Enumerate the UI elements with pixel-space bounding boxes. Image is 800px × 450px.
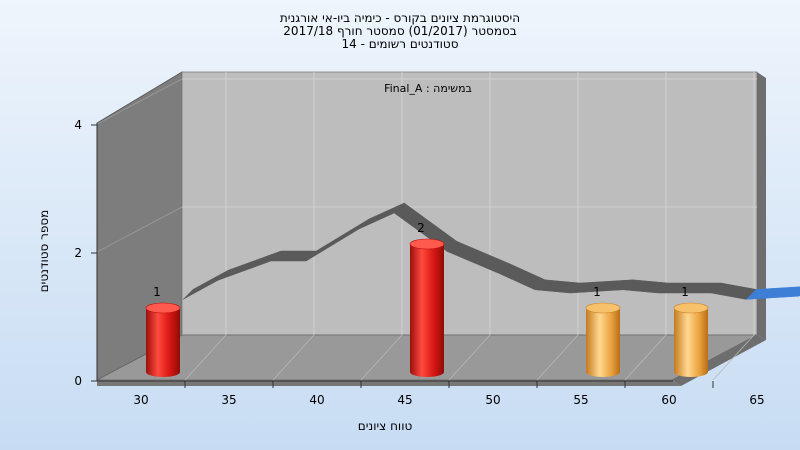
trend-segment-13 <box>745 286 800 300</box>
x-tick-labels: 303540455055606570758085 <box>133 393 764 407</box>
trend-segment-11 <box>657 282 722 294</box>
x-tick-label-4: 50 <box>485 393 500 407</box>
bar-body <box>674 308 708 377</box>
grid-line-side-2 <box>96 78 183 125</box>
bar-top <box>673 302 709 314</box>
bar-data-label: 1 <box>681 285 689 299</box>
bar-body <box>586 308 620 377</box>
bar-top <box>585 302 621 314</box>
x-axis-label: טווח ציונים <box>358 419 413 433</box>
bar-body <box>410 244 444 377</box>
bar-30: 1 <box>145 285 181 377</box>
bar-data-label: 1 <box>153 285 161 299</box>
y-tick-labels: 0 2 4 <box>74 118 82 388</box>
y-tick-label-1: 2 <box>74 246 82 260</box>
chart-subtitle: במשימה : Final_A <box>384 82 472 95</box>
x-tick-label-6: 60 <box>661 393 676 407</box>
y-tick-label-2: 4 <box>74 118 82 132</box>
bar-top <box>409 238 445 250</box>
y-tick-label-0: 0 <box>74 374 82 388</box>
x-tick-label-7: 65 <box>749 393 764 407</box>
bar-55: 1 <box>585 285 621 377</box>
chart-title-line-1: היסטוגרמת ציונים בקורס - כימיה ביו-אי או… <box>279 11 521 25</box>
chart-title-line-2: בסמסטר (01/2017) סמסטר חורף 2017/18 <box>283 24 517 38</box>
grid-line-floor-4 <box>536 334 579 381</box>
back-wall <box>181 71 758 336</box>
bar-top <box>145 302 181 314</box>
bar-60: 1 <box>673 285 709 377</box>
bars: 1211132 <box>145 221 709 377</box>
trend-ribbon <box>182 202 800 300</box>
bar-data-label: 1 <box>593 285 601 299</box>
bar-data-label: 2 <box>417 221 425 235</box>
grid-line-floor-3 <box>448 334 491 381</box>
chart-title-line-3: סטודנטים רשומים - 14 <box>341 37 459 51</box>
x-tick-label-2: 40 <box>309 393 324 407</box>
grid-line-floor-0 <box>184 334 227 381</box>
y-axis-label: מספר סטודנטים <box>37 210 51 293</box>
x-tick-label-0: 30 <box>133 393 148 407</box>
grid-line-side-1 <box>96 206 183 253</box>
x-tick-label-5: 55 <box>573 393 588 407</box>
grid-line-floor-1 <box>272 334 315 381</box>
grid-line-floor-6 <box>712 334 755 381</box>
right-wall-edge <box>757 72 766 340</box>
grid-line-floor-5 <box>624 334 667 381</box>
bar-45: 2 <box>409 221 445 377</box>
x-tick-label-3: 45 <box>397 393 412 407</box>
grid-line-floor-2 <box>360 334 403 381</box>
bar-body <box>146 308 180 377</box>
x-tick-label-1: 35 <box>221 393 236 407</box>
axes <box>91 123 714 388</box>
